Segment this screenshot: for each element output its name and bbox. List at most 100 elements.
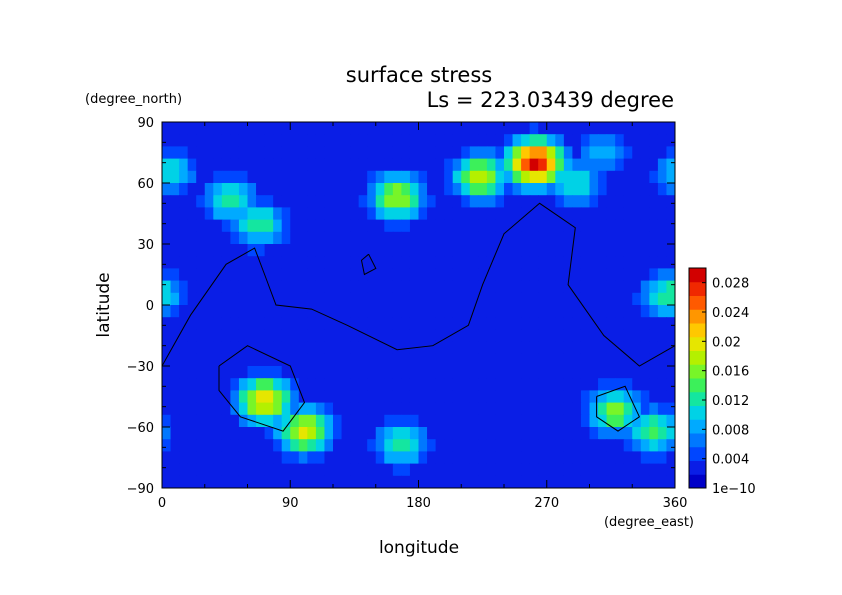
heatmap-cell — [409, 378, 420, 391]
heatmap-cell — [615, 451, 625, 465]
heatmap-cell — [384, 268, 394, 282]
heatmap-cell — [247, 134, 257, 147]
x-unit-label: (degree_east) — [604, 515, 694, 530]
heatmap-cell — [315, 475, 326, 488]
heatmap-cell — [580, 475, 591, 488]
heatmap-cell — [290, 244, 300, 257]
heatmap-cell — [666, 122, 675, 135]
heatmap-cell — [478, 195, 488, 208]
heatmap-cell — [401, 170, 411, 184]
heatmap-cell — [401, 292, 411, 306]
heatmap-cell — [649, 341, 659, 355]
heatmap-cell — [444, 451, 454, 465]
heatmap-cell — [452, 244, 462, 257]
heatmap-cell — [187, 268, 197, 282]
heatmap-cell — [649, 207, 659, 221]
heatmap-cell — [392, 244, 402, 257]
heatmap-cell — [238, 390, 249, 404]
heatmap-cell — [409, 305, 420, 318]
heatmap-cell — [162, 366, 172, 379]
heatmap-cell — [486, 170, 497, 184]
heatmap-cell — [649, 195, 659, 208]
heatmap-cell — [401, 280, 411, 294]
heatmap-cell — [358, 463, 368, 477]
heatmap-cell — [290, 256, 300, 269]
heatmap-cell — [546, 451, 556, 465]
heatmap-cell — [546, 390, 556, 404]
heatmap-cell — [521, 195, 531, 208]
heatmap-cell — [221, 341, 231, 355]
heatmap-cell — [435, 451, 445, 465]
heatmap-cell — [213, 353, 223, 367]
heatmap-cell — [204, 134, 214, 147]
heatmap-cell — [580, 414, 591, 428]
heatmap-cell — [580, 134, 591, 147]
heatmap-cell — [281, 244, 291, 257]
heatmap-cell — [623, 207, 633, 221]
contour-line — [162, 202, 675, 367]
heatmap-cell — [384, 427, 394, 440]
heatmap-cell — [427, 329, 437, 343]
heatmap-cell — [341, 427, 351, 440]
heatmap-cell — [632, 170, 642, 184]
colorbar-label: 0.012 — [712, 394, 749, 409]
heatmap-cell — [640, 219, 650, 233]
heatmap-cell — [230, 122, 240, 135]
heatmap-cell — [623, 158, 633, 172]
heatmap-cell — [572, 475, 582, 488]
heatmap-cell — [649, 256, 659, 269]
heatmap-cell — [315, 244, 326, 257]
heatmap-cell — [230, 146, 240, 160]
heatmap-cell — [264, 195, 274, 208]
heatmap-cell — [273, 329, 283, 343]
heatmap-cell — [580, 207, 591, 221]
heatmap-cell — [606, 378, 616, 391]
heatmap-cell — [495, 170, 505, 184]
heatmap-cell — [418, 390, 428, 404]
heatmap-cell — [657, 366, 668, 379]
heatmap-cell — [657, 219, 668, 233]
heatmap-cell — [238, 244, 249, 257]
heatmap-cell — [162, 427, 172, 440]
heatmap-cell — [486, 329, 497, 343]
heatmap-cell — [179, 402, 189, 416]
heatmap-cell — [238, 195, 249, 208]
heatmap-cell — [495, 146, 505, 160]
heatmap-cell — [264, 231, 274, 245]
heatmap-cell — [281, 353, 291, 367]
heatmap-cell — [589, 402, 599, 416]
heatmap-cell — [589, 146, 599, 160]
heatmap-cell — [367, 366, 377, 379]
heatmap-cell — [162, 219, 172, 233]
heatmap-cell — [264, 305, 274, 318]
heatmap-cell — [392, 268, 402, 282]
heatmap-cell — [504, 463, 514, 477]
heatmap-cell — [230, 256, 240, 269]
heatmap-cell — [367, 195, 377, 208]
heatmap-cell — [281, 268, 291, 282]
heatmap-cell — [409, 366, 420, 379]
heatmap-cell — [486, 414, 497, 428]
heatmap-cell — [606, 341, 616, 355]
heatmap-cell — [598, 292, 608, 306]
heatmap-cell — [162, 475, 172, 488]
heatmap-cell — [555, 427, 565, 440]
heatmap-cell — [640, 231, 650, 245]
heatmap-cell — [598, 134, 608, 147]
heatmap-cell — [615, 463, 625, 477]
heatmap-cell — [598, 329, 608, 343]
heatmap-cell — [572, 146, 582, 160]
heatmap-cell — [486, 378, 497, 391]
heatmap-cell — [452, 475, 462, 488]
heatmap-cell — [256, 146, 266, 160]
heatmap-cell — [341, 219, 351, 233]
heatmap-cell — [435, 292, 445, 306]
heatmap-cell — [179, 378, 189, 391]
heatmap-cell — [563, 353, 573, 367]
heatmap-cell — [256, 341, 266, 355]
heatmap-cell — [555, 268, 565, 282]
heatmap-cell — [435, 463, 445, 477]
heatmap-cell — [247, 183, 257, 196]
heatmap-cell — [512, 134, 522, 147]
